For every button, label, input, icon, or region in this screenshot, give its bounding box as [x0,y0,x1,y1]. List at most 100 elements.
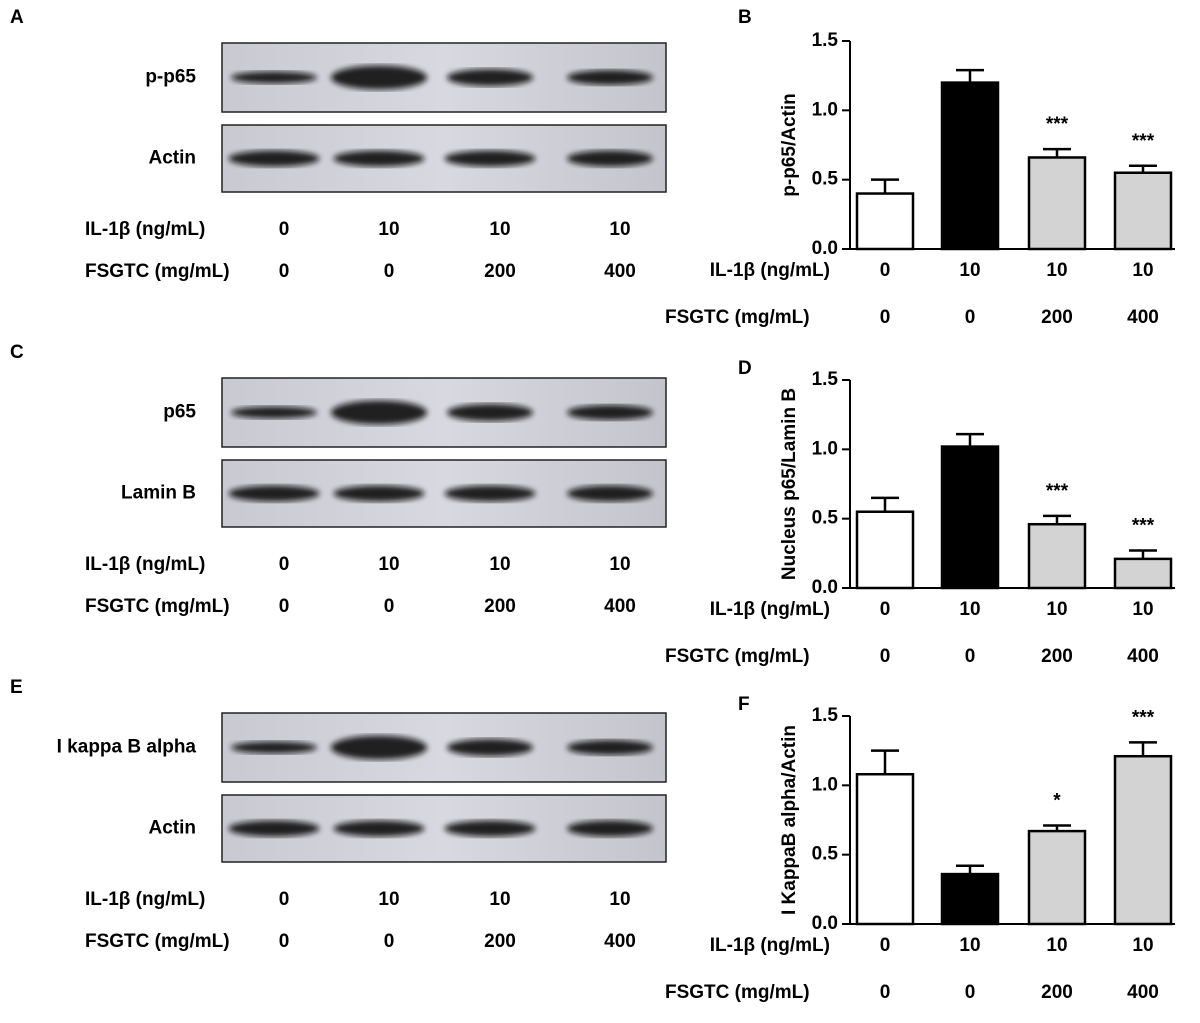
bar [1027,156,1087,251]
condition-label: FSGTC (mg/mL) [665,982,810,1003]
condition-value: 10 [489,889,510,910]
bar [1027,522,1087,590]
y-tick-label: 0.5 [812,508,839,529]
condition-value: 0 [880,260,891,281]
significance: *** [1132,131,1155,152]
y-tick-label: 1.5 [812,705,839,726]
condition-value: 400 [1127,646,1159,667]
blot-band [567,485,653,502]
y-tick-label: 0.0 [812,577,838,598]
condition-value: 0 [965,982,976,1003]
condition-label: IL-1β (ng/mL) [85,554,205,575]
condition-value: 0 [279,931,290,952]
y-tick-label: 1.0 [812,438,838,459]
blot-band [228,820,320,837]
condition-label: FSGTC (mg/mL) [85,596,230,617]
y-tick-label: 1.0 [812,774,838,795]
y-tick-label: 0.5 [812,169,839,190]
bar [1113,754,1173,926]
blot-band [444,150,536,167]
blot-band [333,820,425,837]
blot-band [228,150,320,167]
significance: *** [1046,114,1069,135]
condition-value: 0 [880,935,891,956]
y-axis-label: I KappaB alpha/Actin [779,725,800,915]
condition-value: 0 [279,596,290,617]
blot-band [444,820,536,837]
condition-value: 10 [609,554,630,575]
condition-value: 10 [1132,599,1153,620]
blot-band [567,70,653,85]
panel-letter: A [10,7,24,28]
condition-value: 0 [880,646,891,667]
y-tick-label: 0.0 [812,913,838,934]
bar [855,510,915,590]
blot-band [447,404,533,421]
condition-value: 200 [484,261,516,282]
blot-row-label: Actin [149,818,197,839]
condition-value: 0 [279,554,290,575]
condition-value: 10 [609,889,630,910]
condition-value: 10 [959,599,980,620]
panel-letter: E [10,677,23,698]
blot-band [567,740,653,755]
blot-band [447,739,533,756]
condition-value: 10 [489,219,510,240]
bar [1027,829,1087,926]
condition-value: 10 [1046,260,1067,281]
panel-letter: D [738,358,752,379]
condition-label: IL-1β (ng/mL) [85,219,205,240]
blot-band [228,485,320,502]
condition-label: FSGTC (mg/mL) [85,261,230,282]
condition-value: 10 [378,889,399,910]
condition-value: 10 [378,219,399,240]
bar [855,192,915,251]
blot-band [231,741,317,754]
blot-band [567,150,653,167]
blot-band [331,400,427,425]
condition-value: 0 [880,307,891,328]
condition-value: 0 [279,261,290,282]
panel-letter: C [10,342,24,363]
condition-label: FSGTC (mg/mL) [665,307,810,328]
condition-value: 400 [604,931,636,952]
condition-value: 0 [279,219,290,240]
condition-value: 0 [384,261,395,282]
condition-value: 0 [965,307,976,328]
condition-value: 0 [384,931,395,952]
condition-value: 10 [959,935,980,956]
significance: *** [1046,481,1069,502]
condition-value: 400 [1127,982,1159,1003]
blot-row-label: I kappa B alpha [57,737,197,758]
condition-value: 0 [965,646,976,667]
bar [940,81,1000,251]
blot-row-label: p-p65 [145,67,196,88]
condition-value: 200 [1041,646,1073,667]
bar [940,872,1000,926]
significance: *** [1132,516,1155,537]
blot-band [333,150,425,167]
bar [1113,171,1173,251]
y-axis-label: p-p65/Actin [779,93,800,196]
condition-label: IL-1β (ng/mL) [710,935,830,956]
blot-band [231,406,317,419]
condition-value: 0 [279,889,290,910]
condition-label: FSGTC (mg/mL) [665,646,810,667]
condition-value: 200 [484,931,516,952]
blot-band [333,485,425,502]
panel-letter: B [738,7,752,28]
condition-value: 10 [1046,935,1067,956]
blot-row-label: p65 [163,402,196,423]
condition-value: 400 [604,596,636,617]
condition-value: 0 [880,599,891,620]
y-tick-label: 0.0 [812,238,838,259]
condition-value: 10 [1132,935,1153,956]
condition-value: 400 [604,261,636,282]
condition-value: 400 [1127,307,1159,328]
condition-value: 200 [1041,982,1073,1003]
condition-value: 200 [1041,307,1073,328]
blot-band [331,735,427,760]
condition-value: 10 [1132,260,1153,281]
bar [855,772,915,926]
significance: * [1053,791,1061,812]
